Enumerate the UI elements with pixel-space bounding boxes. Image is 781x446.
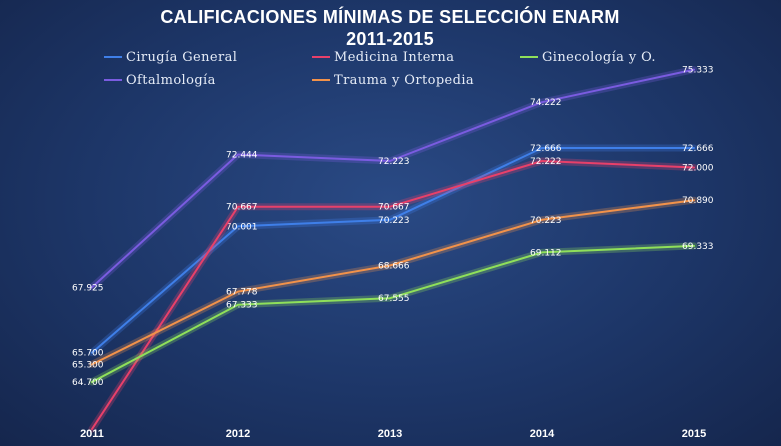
- legend-label: Trauma y Ortopedia: [334, 73, 474, 88]
- legend-item-oftalmologia: Oftalmología: [104, 73, 216, 88]
- series-line: [91, 147, 695, 354]
- series-oftalmologia: 67.925 72.444 72.223 74.222 75.333: [72, 66, 714, 294]
- legend-label: Ginecología y O.: [542, 50, 656, 65]
- legend: Cirugía General Medicina Interna Ginecolog…: [104, 50, 656, 88]
- series-medicina-interna: 70.667 70.667 72.222 72.000: [88, 157, 714, 433]
- series-trauma-y-ortopedia: 65.300 67.778 68.666 70.223 70.890: [72, 196, 714, 370]
- chart-subtitle: 2011-2015: [346, 29, 434, 49]
- data-label: 72.000: [682, 164, 714, 174]
- data-label: 72.444: [226, 151, 258, 161]
- data-label: 70.667: [378, 203, 410, 213]
- series-line: [91, 244, 695, 383]
- legend-label: Oftalmología: [126, 73, 216, 88]
- legend-item-cirugia-general: Cirugía General: [104, 50, 237, 65]
- series-cirugia-general: 65.700 70.001 70.223 72.666 72.666: [72, 144, 714, 359]
- legend-label: Cirugía General: [126, 50, 237, 65]
- data-label: 70.223: [378, 216, 410, 226]
- chart-title: CALIFICACIONES MÍNIMAS DE SELECCIÓN ENAR…: [160, 6, 619, 27]
- data-label: 67.555: [378, 294, 410, 304]
- series-line: [91, 160, 695, 431]
- legend-label: Medicina Interna: [334, 50, 454, 65]
- data-label: 70.890: [682, 196, 714, 206]
- data-label: 70.223: [530, 216, 562, 226]
- data-label: 70.667: [226, 203, 258, 213]
- data-label: 75.333: [682, 66, 714, 76]
- data-label: 72.222: [530, 157, 562, 167]
- data-label: 69.112: [530, 248, 562, 258]
- x-tick-label: 2015: [682, 428, 706, 440]
- legend-item-medicina-interna: Medicina Interna: [312, 50, 454, 65]
- data-label: 65.300: [72, 360, 104, 370]
- data-label: 65.700: [72, 349, 104, 359]
- data-label: 67.333: [226, 301, 258, 311]
- series-ginecologia-y-o: 64.700 67.333 67.555 69.112 69.333: [72, 242, 714, 388]
- data-label: 72.223: [378, 157, 410, 167]
- series-line: [91, 68, 695, 289]
- data-label: 68.666: [378, 262, 410, 272]
- x-tick-label: 2012: [226, 428, 250, 440]
- legend-item-ginecologia-y-o: Ginecología y O.: [520, 50, 656, 65]
- x-axis: 2011 2012 2013 2014 2015: [80, 428, 706, 440]
- x-tick-label: 2014: [530, 428, 555, 440]
- data-label: 72.666: [682, 144, 714, 154]
- series-glow: [88, 66, 698, 291]
- legend-item-trauma-y-ortopedia: Trauma y Ortopedia: [312, 73, 474, 88]
- data-label: 72.666: [530, 144, 562, 154]
- series-line: [91, 199, 695, 366]
- x-tick-label: 2011: [80, 428, 104, 440]
- data-label: 70.001: [226, 222, 258, 232]
- x-tick-label: 2013: [378, 428, 402, 440]
- data-label: 67.925: [72, 283, 104, 293]
- data-label: 74.222: [530, 98, 562, 108]
- data-label: 69.333: [682, 242, 714, 252]
- data-label: 67.778: [226, 288, 258, 298]
- data-label: 64.700: [72, 378, 104, 388]
